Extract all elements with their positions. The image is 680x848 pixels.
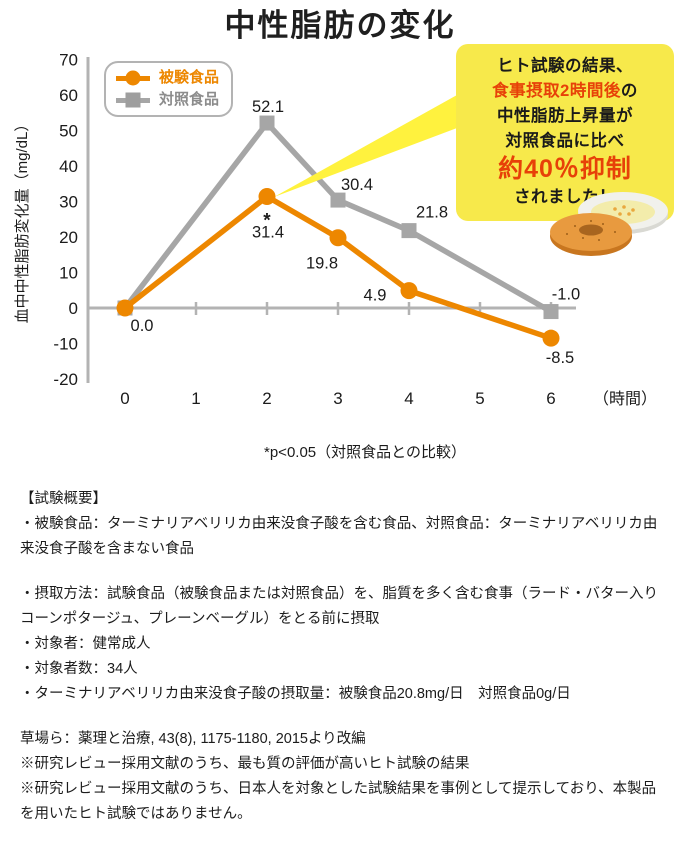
significance-asterisk: *: [263, 211, 271, 232]
y-tick-label: 60: [59, 86, 78, 105]
disclaimer-line: ※研究レビュー採用文献のうち、最も質の評価が高いヒト試験の結果: [20, 756, 470, 772]
y-tick-label: 10: [59, 264, 78, 283]
summary-line: ・対象者数：34人: [20, 661, 138, 677]
x-unit-label: （時間）: [593, 390, 657, 408]
callout-line: ヒト試験の結果、: [497, 57, 633, 75]
control-food-value-label: 52.1: [252, 98, 284, 116]
x-tick-label: 2: [262, 389, 271, 408]
summary-line: ・被験食品：ターミナリアベリリカ由来没食子酸を含む食品、対照食品：ターミナリアベ…: [20, 516, 658, 557]
test-food-value-label: -8.5: [546, 349, 574, 367]
control-food-point: [330, 192, 346, 208]
x-tick-label: 3: [333, 389, 342, 408]
test-food-point: [329, 229, 347, 247]
control-food-point: [543, 304, 559, 320]
y-axis-title: 血中中性脂肪変化量（mg/dL）: [14, 117, 31, 324]
control-food-value-label: -1.0: [552, 286, 580, 304]
callout-pointer-beam: [274, 95, 457, 197]
callout-line: 食事摂取2時間後の: [458, 79, 672, 104]
study-summary: 【試験概要】 ・被験食品：ターミナリアベリリカ由来没食子酸を含む食品、対照食品：…: [20, 487, 658, 827]
summary-heading: 【試験概要】: [20, 491, 107, 507]
y-tick-label: 50: [59, 122, 78, 141]
test-food-value-label: 0.0: [131, 317, 154, 335]
disclaimer-line: ※研究レビュー採用文献のうち、日本人を対象とした試験結果を事例として提示しており…: [20, 781, 657, 822]
x-tick-label: 5: [475, 389, 484, 408]
summary-line: ・ターミナリアベリリカ由来没食子酸の摂取量：被験食品20.8mg/日 対照食品0…: [20, 686, 571, 702]
y-tick-label: 0: [69, 299, 78, 318]
circle-marker-icon: [125, 70, 141, 86]
y-tick-label: -10: [53, 335, 78, 354]
callout-line-suffix: の: [620, 82, 638, 100]
y-tick-label: 40: [59, 157, 78, 176]
y-tick-label: -20: [53, 370, 78, 389]
x-tick-label: 1: [191, 389, 200, 408]
result-callout-bubble: ヒト試験の結果、 食事摂取2時間後の 中性脂肪上昇量が 対照食品に比べ 約40％…: [456, 44, 674, 221]
bagel-icon: [550, 213, 632, 256]
test-food-point: [258, 188, 276, 206]
control-food-line-swatch: [116, 92, 150, 108]
summary-line: ・摂取方法：試験食品（被験食品または対照食品）を、脂質を多く含む食事（ラード・バ…: [20, 586, 658, 627]
chart-legend: 被験食品 対照食品: [104, 61, 234, 117]
callout-highlight: 食事摂取2時間後: [492, 82, 621, 100]
x-tick-label: 0: [120, 389, 129, 408]
x-tick-label: 4: [404, 389, 413, 408]
legend-label-control-food: 対照食品: [159, 91, 220, 108]
control-food-value-label: 21.8: [416, 204, 448, 222]
callout-line: 中性脂肪上昇量が: [497, 107, 633, 125]
test-food-value-label: 4.9: [364, 287, 387, 305]
test-food-point: [116, 299, 134, 317]
legend-label-test-food: 被験食品: [159, 69, 220, 86]
y-tick-label: 70: [59, 51, 78, 70]
control-food-point: [259, 115, 275, 131]
legend-item-control-food: 対照食品: [116, 91, 219, 109]
y-tick-label: 20: [59, 228, 78, 247]
callout-emphasis: 約40％抑制: [498, 155, 632, 183]
callout-line: 対照食品に比べ: [505, 132, 625, 150]
significance-footnote: *p<0.05（対照食品との比較）: [264, 444, 466, 461]
meal-illustration-icon: [550, 192, 668, 256]
page-title: 中性脂肪の変化: [224, 8, 456, 43]
square-marker-icon: [125, 92, 141, 108]
test-food-value-label: 31.4: [252, 224, 284, 242]
test-food-value-label: 19.8: [306, 255, 338, 273]
summary-line: ・対象者：健常成人: [20, 636, 151, 652]
test-food-point: [400, 282, 418, 300]
citation-line: 草場ら：薬理と治療, 43(8), 1175-1180, 2015より改編: [20, 731, 366, 747]
test-food-line-swatch: [116, 70, 150, 86]
legend-item-test-food: 被験食品: [116, 69, 219, 87]
y-tick-label: 30: [59, 193, 78, 212]
control-food-point: [401, 223, 417, 239]
test-food-point: [542, 329, 560, 347]
triglyceride-line-chart: 0 1 2 3 4 5 6 （時間） 70 60 50 40 30 20 10 0 -10 -20 血中中性脂肪変化…: [14, 51, 657, 409]
control-food-value-label: 30.4: [341, 176, 373, 194]
x-tick-label: 6: [546, 389, 555, 408]
